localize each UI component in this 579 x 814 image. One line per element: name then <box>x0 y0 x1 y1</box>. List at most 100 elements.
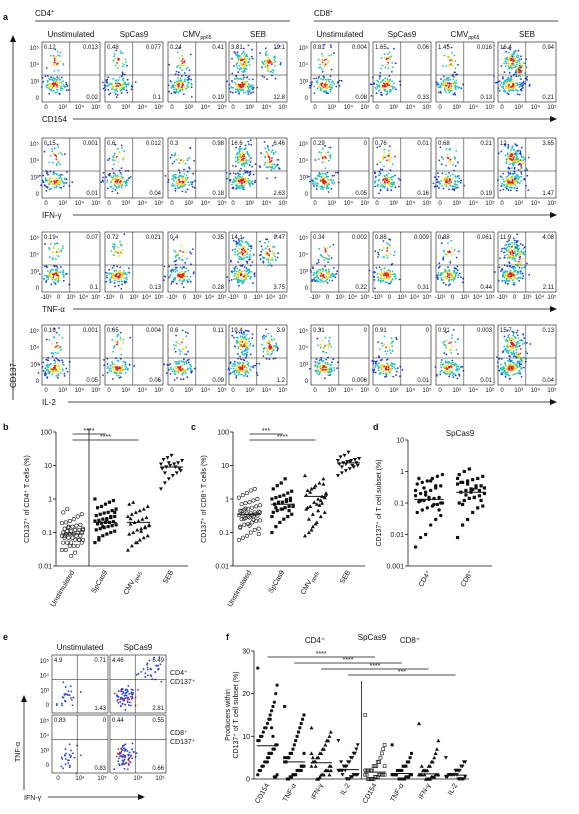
event-dot <box>42 181 45 184</box>
x-tick-label: 10⁵ <box>154 104 164 111</box>
event-dot <box>500 86 503 88</box>
event-dot <box>244 162 247 165</box>
event-dot <box>122 158 125 161</box>
event-dot <box>185 361 188 364</box>
event-dot <box>234 253 237 256</box>
event-dot <box>274 151 277 153</box>
event-dot <box>380 268 382 271</box>
quadrant-ur-value: 0.016 <box>477 45 493 51</box>
event-dot <box>166 364 169 366</box>
event-dot <box>510 81 513 83</box>
event-dot <box>62 269 65 272</box>
y-tick-label: 0 <box>305 286 309 292</box>
event-dot <box>387 366 390 368</box>
event-dot <box>242 363 245 366</box>
event-dot <box>58 84 61 87</box>
event-dot <box>516 160 519 162</box>
event-dot <box>370 95 373 97</box>
event-dot <box>106 187 109 190</box>
column-label: SpCas9 <box>388 30 417 39</box>
event-dot <box>242 89 245 92</box>
event-dot <box>325 352 327 354</box>
event-dot <box>496 179 499 182</box>
event-dot <box>323 65 326 68</box>
event-dot <box>377 256 379 258</box>
event-dot <box>114 57 116 60</box>
quadrant-ur-value: 0.98 <box>212 141 224 147</box>
event-dot <box>388 55 391 58</box>
event-dot <box>374 176 377 179</box>
event-dot <box>321 172 324 175</box>
event-dot <box>440 366 443 369</box>
event-dot <box>121 86 124 88</box>
event-dot <box>184 271 187 273</box>
event-dot <box>391 279 394 281</box>
event-dot <box>62 80 64 83</box>
event-dot <box>110 250 113 252</box>
event-dot <box>103 364 106 367</box>
event-dot <box>520 55 522 58</box>
event-dot <box>248 338 251 340</box>
event-dot <box>518 182 521 185</box>
event-dot <box>240 337 243 340</box>
event-dot <box>506 58 509 61</box>
event-dot <box>248 183 251 186</box>
event-dot <box>393 181 396 184</box>
event-dot <box>382 372 385 375</box>
event-dot <box>385 174 388 176</box>
dot-plot: 15.7 0.130.040 10³ 10⁴ 10⁵ <box>495 324 557 394</box>
event-dot <box>115 49 118 52</box>
event-dot <box>323 256 326 259</box>
event-dot <box>273 163 276 166</box>
event-dot <box>241 176 244 179</box>
event-dot <box>47 83 50 85</box>
event-dot <box>320 356 323 359</box>
event-dot <box>512 163 515 166</box>
event-dot <box>436 274 438 277</box>
event-dot <box>386 281 389 284</box>
event-dot <box>505 279 508 282</box>
event-dot <box>377 174 380 177</box>
event-dot <box>506 274 508 276</box>
event-dot <box>112 368 115 371</box>
x-tick-label: 10⁴ <box>266 294 276 301</box>
x-tick-label: 10⁴ <box>469 200 479 207</box>
event-dot <box>108 174 111 177</box>
event-dot <box>235 173 237 175</box>
event-dot <box>515 75 518 78</box>
event-dot <box>383 180 386 183</box>
event-dot <box>515 68 518 71</box>
event-dot <box>328 255 330 257</box>
x-tick-label: -10³ <box>372 295 383 301</box>
event-dot <box>385 274 387 277</box>
event-dot <box>241 353 244 355</box>
quadrant-lr-value: 3.75 <box>273 285 285 291</box>
event-dot <box>46 84 49 86</box>
event-dot <box>509 272 512 274</box>
event-dot <box>267 261 270 264</box>
event-dot <box>325 247 328 250</box>
event-dot <box>115 82 117 85</box>
column-label: SpCas9 <box>120 30 149 39</box>
event-dot <box>374 361 377 363</box>
event-dot <box>114 285 116 288</box>
event-dot <box>42 174 45 177</box>
event-dot <box>114 182 117 185</box>
event-dot <box>174 153 177 156</box>
event-dot <box>233 51 236 53</box>
event-dot <box>513 283 516 286</box>
event-dot <box>450 87 452 89</box>
event-dot <box>340 79 343 82</box>
event-dot <box>234 365 237 367</box>
event-dot <box>250 85 253 87</box>
event-dot <box>184 183 187 186</box>
event-dot <box>49 154 52 157</box>
event-dot <box>315 358 318 360</box>
plot-frame <box>167 137 227 199</box>
event-dot <box>453 156 456 159</box>
event-dot <box>450 89 453 92</box>
event-dot <box>250 55 253 58</box>
event-dot <box>54 243 56 246</box>
event-dot <box>56 63 58 66</box>
event-dot <box>388 152 391 155</box>
